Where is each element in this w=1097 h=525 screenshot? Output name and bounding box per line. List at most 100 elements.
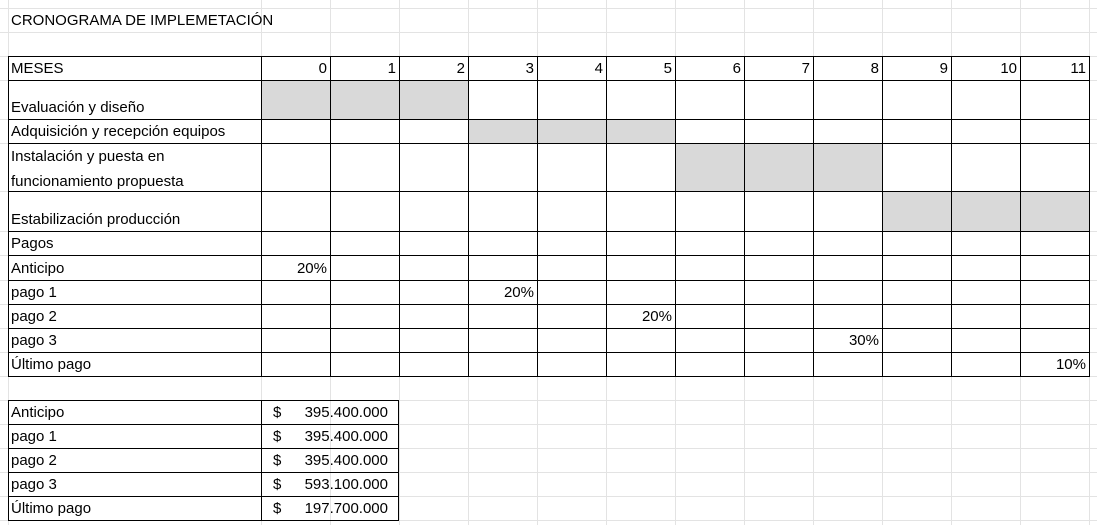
- border-v: [468, 56, 469, 377]
- activity-label[interactable]: Evaluación y diseño: [11, 99, 145, 116]
- header-month-2[interactable]: 2: [456, 60, 465, 77]
- gantt-bar-cell: [399, 80, 468, 119]
- payment-label[interactable]: pago 1: [11, 284, 57, 301]
- border-v: [398, 400, 399, 521]
- border-h: [8, 191, 1090, 192]
- gridline-horizontal: [0, 520, 1097, 521]
- amount-value[interactable]: $395.400.000: [261, 400, 398, 424]
- gantt-bar-cell: [330, 80, 399, 119]
- header-month-4[interactable]: 4: [594, 60, 603, 77]
- border-v: [330, 56, 331, 377]
- gantt-bar-cell: [537, 119, 606, 143]
- border-v: [261, 400, 262, 521]
- payment-label[interactable]: Último pago: [11, 356, 92, 373]
- activity-label[interactable]: Adquisición y recepción equipos: [11, 123, 226, 140]
- payment-label[interactable]: pago 3: [11, 332, 57, 349]
- header-month-0[interactable]: 0: [318, 60, 327, 77]
- payment-label[interactable]: Anticipo: [11, 260, 65, 277]
- payments-label[interactable]: Pagos: [11, 235, 54, 252]
- currency-symbol: $: [273, 404, 282, 421]
- header-month-5[interactable]: 5: [663, 60, 672, 77]
- header-month-10[interactable]: 10: [1000, 60, 1017, 77]
- currency-symbol: $: [273, 428, 282, 445]
- amount-number: 395.400.000: [304, 452, 388, 469]
- currency-symbol: $: [273, 452, 282, 469]
- gridline-horizontal: [0, 32, 1097, 33]
- amount-label[interactable]: Último pago: [11, 500, 92, 517]
- border-h: [8, 143, 1090, 144]
- header-month-9[interactable]: 9: [939, 60, 948, 77]
- border-v: [744, 56, 745, 377]
- gridline-horizontal: [0, 8, 1097, 9]
- border-h: [8, 56, 1090, 57]
- header-month-1[interactable]: 1: [387, 60, 396, 77]
- gantt-bar-cell: [1020, 191, 1089, 231]
- border-h: [8, 496, 399, 497]
- header-month-11[interactable]: 11: [1070, 60, 1086, 77]
- amount-label[interactable]: pago 1: [11, 428, 57, 445]
- border-h: [8, 119, 1090, 120]
- border-v: [606, 56, 607, 377]
- border-h: [8, 304, 1090, 305]
- amount-label[interactable]: pago 2: [11, 452, 57, 469]
- amount-value[interactable]: $395.400.000: [261, 424, 398, 448]
- amount-label[interactable]: Anticipo: [11, 404, 65, 421]
- gantt-bar-cell: [468, 119, 537, 143]
- amount-value[interactable]: $197.700.000: [261, 496, 398, 520]
- amount-number: 593.100.000: [304, 476, 388, 493]
- amount-value[interactable]: $593.100.000: [261, 472, 398, 496]
- border-h: [8, 472, 399, 473]
- border-v: [8, 56, 9, 377]
- activity-label[interactable]: Instalación y puesta en funcionamiento p…: [11, 148, 184, 190]
- border-h: [8, 80, 1090, 81]
- header-month-8[interactable]: 8: [870, 60, 879, 77]
- amount-number: 395.400.000: [304, 428, 388, 445]
- amount-value[interactable]: $395.400.000: [261, 448, 398, 472]
- gantt-bar-cell: [813, 143, 882, 191]
- border-v: [675, 56, 676, 377]
- header-meses[interactable]: MESES: [11, 60, 64, 77]
- payment-label[interactable]: pago 2: [11, 308, 57, 325]
- gantt-bar-cell: [951, 191, 1020, 231]
- border-v: [1020, 56, 1021, 377]
- currency-symbol: $: [273, 500, 282, 517]
- activity-label[interactable]: Estabilización producción: [11, 211, 181, 228]
- border-v: [399, 56, 400, 377]
- border-h: [8, 520, 399, 521]
- border-h: [8, 448, 399, 449]
- border-v: [1089, 56, 1090, 377]
- border-h: [8, 231, 1090, 232]
- amount-number: 197.700.000: [304, 500, 388, 517]
- payment-percent[interactable]: 10%: [1055, 356, 1086, 373]
- border-v: [813, 56, 814, 377]
- border-h: [8, 280, 1090, 281]
- border-h: [8, 352, 1090, 353]
- payment-percent[interactable]: 20%: [641, 308, 672, 325]
- amount-label[interactable]: pago 3: [11, 476, 57, 493]
- gridline-horizontal: [0, 472, 1097, 473]
- border-v: [951, 56, 952, 377]
- payment-percent[interactable]: 20%: [503, 284, 534, 301]
- border-h: [8, 424, 399, 425]
- header-month-6[interactable]: 6: [732, 60, 741, 77]
- sheet-title[interactable]: CRONOGRAMA DE IMPLEMETACIÓN: [11, 12, 274, 29]
- header-month-3[interactable]: 3: [525, 60, 534, 77]
- border-v: [8, 400, 9, 521]
- border-v: [537, 56, 538, 377]
- amount-number: 395.400.000: [304, 404, 388, 421]
- border-h: [8, 376, 1090, 377]
- payment-percent[interactable]: 20%: [296, 260, 327, 277]
- gantt-bar-cell: [744, 143, 813, 191]
- border-h: [8, 328, 1090, 329]
- gantt-bar-cell: [675, 143, 744, 191]
- header-month-7[interactable]: 7: [801, 60, 810, 77]
- currency-symbol: $: [273, 476, 282, 493]
- gridline-horizontal: [0, 448, 1097, 449]
- gantt-bar-cell: [606, 119, 675, 143]
- border-v: [882, 56, 883, 377]
- border-h: [8, 400, 399, 401]
- payment-percent[interactable]: 30%: [848, 332, 879, 349]
- gantt-bar-cell: [882, 191, 951, 231]
- gridline-horizontal: [0, 400, 1097, 401]
